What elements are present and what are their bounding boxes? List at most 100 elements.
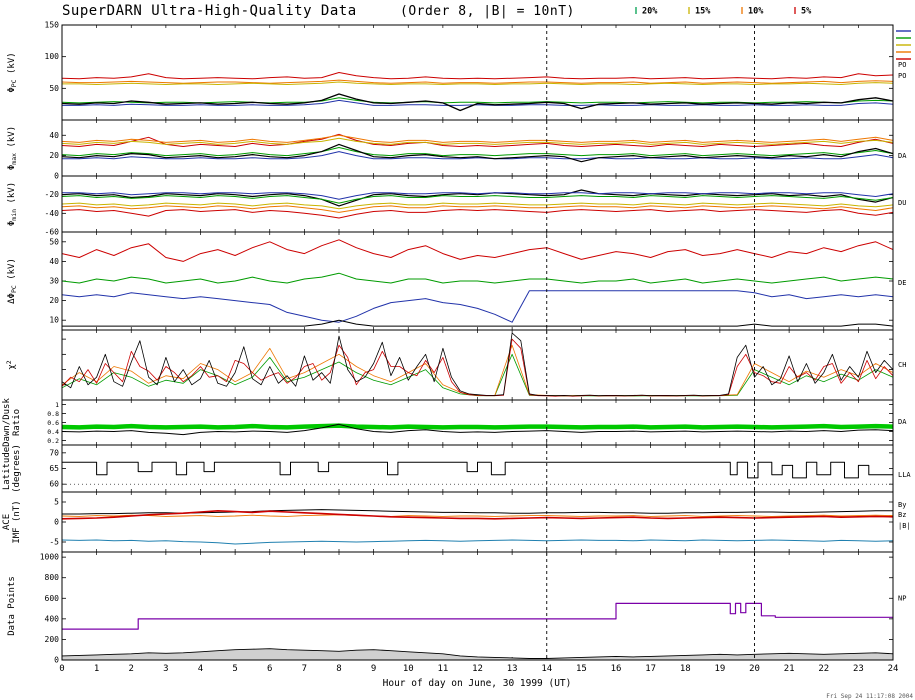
y-tick-label: -5: [49, 538, 59, 547]
x-tick-label: 0: [59, 664, 64, 674]
series-phi-min-20pct-green: [62, 196, 893, 204]
x-tick-label: 13: [507, 664, 518, 674]
series-phi-max-10pct-orange: [62, 135, 893, 142]
x-tick-label: 3: [163, 664, 168, 674]
y-tick-label: 0: [54, 172, 59, 181]
x-tick-label: 18: [680, 664, 691, 674]
legend-item-20%: 20%: [642, 7, 658, 17]
right-label-dawn-dusk-ratio: DA: [898, 418, 907, 426]
panel-ylabel-phi-min: Φmin (kV): [7, 182, 18, 226]
panel-frame-data-points: [62, 552, 893, 660]
x-tick-label: 10: [403, 664, 414, 674]
panel-ylabel-phi-pc: ΦPC (kV): [7, 52, 18, 92]
x-tick-label: 5: [232, 664, 237, 674]
panel-frame-phi-max: [62, 120, 893, 176]
right-label-ace-imf: Bz: [898, 511, 906, 519]
plot-subtitle: (Order 8, |B| = 10nT): [400, 4, 575, 19]
timestamp: Fri Sep 24 11:17:08 2004: [826, 693, 913, 700]
panel-ylabel-dawn-dusk-ratio: Dawn/Dusk: [2, 398, 12, 447]
y-tick-label: 50: [49, 84, 59, 93]
x-tick-label: 2: [129, 664, 134, 674]
series-phi-min-10pct-orange: [62, 206, 893, 213]
x-tick-label: 15: [576, 664, 587, 674]
series-delta-phi-pc-blue: [62, 291, 893, 322]
panel-stack: 50100150POPOΦPC (kV)02040DAΦmax (kV)-60-…: [2, 21, 911, 675]
x-tick-label: 21: [784, 664, 795, 674]
series-data-points-model-purple: [62, 603, 893, 629]
series-dawn-dusk-ratio-green-band: [62, 426, 893, 428]
right-legend-dashes: [896, 31, 911, 59]
series-phi-pc-5pct-red: [62, 73, 893, 79]
y-tick-label: 1: [55, 401, 59, 409]
x-tick-label: 11: [437, 664, 448, 674]
y-tick-label: 40: [49, 257, 59, 266]
plot-canvas: SuperDARN Ultra-High-Quality Data (Order…: [0, 0, 915, 700]
y-tick-label: 200: [45, 635, 60, 644]
threshold-legend: 20%15%10%5%: [636, 7, 812, 17]
x-tick-label: 19: [714, 664, 725, 674]
x-tick-label: 8: [336, 664, 341, 674]
panel-frame-dawn-dusk-ratio: [62, 400, 893, 445]
right-label-data-points: NP: [898, 595, 906, 603]
y-tick-label: 50: [49, 237, 59, 246]
y-tick-label: 1000: [40, 553, 59, 562]
y-tick-label: -60: [45, 228, 60, 237]
y-tick-label: 600: [45, 594, 60, 603]
y-tick-label: 10: [49, 316, 59, 325]
x-tick-label: 6: [267, 664, 272, 674]
series-delta-phi-pc-red: [62, 240, 893, 262]
panel-ylabel-latitude: Latitude: [2, 447, 12, 490]
series-chi-squared-red: [62, 339, 893, 396]
right-label-ace-imf: By: [898, 501, 906, 509]
series-chi-squared-black: [62, 333, 893, 396]
x-tick-label: 23: [853, 664, 864, 674]
series-phi-min-5pct-red: [62, 210, 893, 218]
right-label-phi-pc: PO: [898, 72, 906, 80]
panel-ylabel-delta-phi-pc: ΔΦPC (kV): [7, 258, 18, 304]
x-tick-label: 4: [198, 664, 203, 674]
series-ace-imf-bz-blue: [62, 540, 893, 544]
y-tick-label: 70: [49, 448, 59, 457]
panel-ylabel-latitude: (degrees): [12, 444, 22, 493]
series-chi-squared-orange: [62, 345, 893, 396]
series-latitude-latitude-step: [62, 462, 893, 478]
right-label-ace-imf: |B|: [898, 522, 911, 530]
x-tick-label: 22: [818, 664, 829, 674]
legend-item-15%: 15%: [695, 7, 711, 17]
y-tick-label: 0.6: [47, 419, 59, 427]
panel-ylabel-dawn-dusk-ratio: Ratio: [12, 409, 22, 436]
panel-ylabel-phi-max: Φmax (kV): [7, 126, 18, 170]
y-tick-label: 400: [45, 614, 60, 623]
y-tick-label: 0.8: [47, 410, 59, 418]
panel-ylabel-ace-imf: ACE: [2, 514, 12, 530]
y-tick-label: 60: [49, 480, 59, 489]
plot-title: SuperDARN Ultra-High-Quality Data: [62, 3, 357, 19]
x-tick-label: 12: [472, 664, 483, 674]
panel-frame-ace-imf: [62, 492, 893, 552]
legend-item-5%: 5%: [801, 7, 812, 17]
y-tick-label: 150: [45, 21, 60, 30]
panel-ylabel-data-points: Data Points: [7, 576, 17, 636]
right-label-phi-min: DU: [898, 199, 906, 207]
x-tick-label: 1: [94, 664, 99, 674]
series-phi-max-20pct-green: [62, 148, 893, 156]
x-tick-label: 7: [302, 664, 307, 674]
panel-frame-chi-squared: [62, 330, 893, 400]
x-tick-label: 9: [371, 664, 376, 674]
series-delta-phi-pc-green: [62, 273, 893, 283]
series-data-points-measured-gray: [62, 649, 893, 660]
right-label-phi-max: DA: [898, 152, 907, 160]
y-tick-label: 20: [49, 296, 59, 305]
y-tick-label: -20: [45, 190, 60, 199]
panel-ylabel-chi-squared: χ2: [5, 360, 17, 369]
y-tick-label: 100: [45, 52, 60, 61]
right-label-chi-squared: CH: [898, 361, 906, 369]
right-label-phi-pc: PO: [898, 61, 906, 69]
y-tick-label: 40: [49, 131, 59, 140]
series-ace-imf-bx-orange: [62, 515, 893, 517]
right-label-latitude: LLA: [898, 471, 911, 479]
x-tick-label: 20: [749, 664, 760, 674]
series-phi-max-black: [62, 144, 893, 161]
y-tick-label: 0: [54, 518, 59, 527]
x-tick-label: 24: [888, 664, 899, 674]
